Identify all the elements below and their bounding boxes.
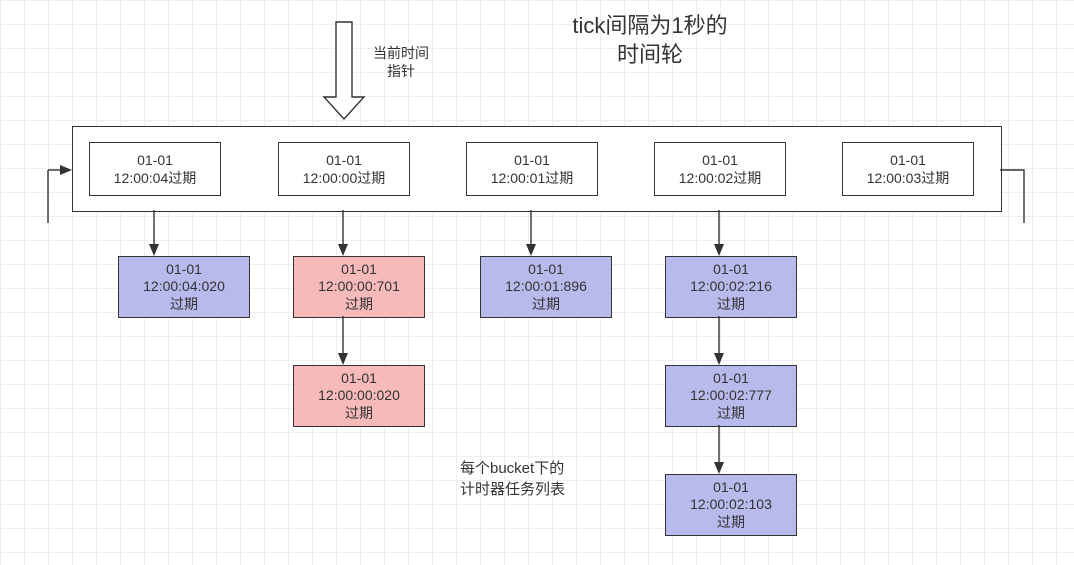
bucket-line2: 12:00:04过期 bbox=[90, 169, 220, 187]
task-line1: 01-01 bbox=[666, 479, 796, 497]
bucket-list-label-line2: 计时器任务列表 bbox=[460, 481, 565, 498]
task-box-col3-2: 01-0112:00:02:103过期 bbox=[665, 474, 797, 536]
bucket-line1: 01-01 bbox=[843, 151, 973, 169]
bucket-line2: 12:00:01过期 bbox=[467, 169, 597, 187]
task-box-col0-0: 01-0112:00:04:020过期 bbox=[118, 256, 250, 318]
current-time-pointer-label: 当前时间指针 bbox=[366, 44, 436, 80]
task-box-col3-0: 01-0112:00:02:216过期 bbox=[665, 256, 797, 318]
task-line3: 过期 bbox=[666, 514, 796, 532]
task-line1: 01-01 bbox=[294, 261, 424, 279]
bucket-line1: 01-01 bbox=[279, 151, 409, 169]
title-line1: tick间隔为1秒的 bbox=[572, 13, 727, 38]
task-line3: 过期 bbox=[666, 405, 796, 423]
task-line3: 过期 bbox=[119, 296, 249, 314]
title-line2: 时间轮 bbox=[617, 42, 683, 67]
task-line2: 12:00:00:020 bbox=[294, 387, 424, 405]
task-line2: 12:00:01:896 bbox=[481, 278, 611, 296]
task-line2: 12:00:02:103 bbox=[666, 496, 796, 514]
pointer-label-line2: 指针 bbox=[387, 63, 415, 79]
task-box-col3-1: 01-0112:00:02:777过期 bbox=[665, 365, 797, 427]
wheel-bucket-3: 01-0112:00:02过期 bbox=[654, 142, 786, 196]
bucket-line2: 12:00:02过期 bbox=[655, 169, 785, 187]
task-line1: 01-01 bbox=[666, 261, 796, 279]
wheel-bucket-0: 01-0112:00:04过期 bbox=[89, 142, 221, 196]
task-line3: 过期 bbox=[294, 296, 424, 314]
bucket-list-label-line1: 每个bucket下的 bbox=[460, 460, 564, 477]
wheel-bucket-1: 01-0112:00:00过期 bbox=[278, 142, 410, 196]
pointer-label-line1: 当前时间 bbox=[373, 45, 429, 61]
task-line1: 01-01 bbox=[294, 370, 424, 388]
bucket-line1: 01-01 bbox=[655, 151, 785, 169]
bucket-line2: 12:00:03过期 bbox=[843, 169, 973, 187]
task-box-col1-1: 01-0112:00:00:020过期 bbox=[293, 365, 425, 427]
task-line1: 01-01 bbox=[666, 370, 796, 388]
task-line1: 01-01 bbox=[481, 261, 611, 279]
task-line2: 12:00:00:701 bbox=[294, 278, 424, 296]
task-line2: 12:00:04:020 bbox=[119, 278, 249, 296]
bucket-line1: 01-01 bbox=[90, 151, 220, 169]
task-line3: 过期 bbox=[294, 405, 424, 423]
task-line3: 过期 bbox=[481, 296, 611, 314]
bucket-list-label: 每个bucket下的计时器任务列表 bbox=[460, 458, 620, 500]
wheel-bucket-4: 01-0112:00:03过期 bbox=[842, 142, 974, 196]
task-line2: 12:00:02:777 bbox=[666, 387, 796, 405]
wheel-bucket-2: 01-0112:00:01过期 bbox=[466, 142, 598, 196]
task-box-col1-0: 01-0112:00:00:701过期 bbox=[293, 256, 425, 318]
task-line1: 01-01 bbox=[119, 261, 249, 279]
task-line2: 12:00:02:216 bbox=[666, 278, 796, 296]
bucket-line2: 12:00:00过期 bbox=[279, 169, 409, 187]
task-box-col2-0: 01-0112:00:01:896过期 bbox=[480, 256, 612, 318]
diagram-stage: tick间隔为1秒的时间轮当前时间指针每个bucket下的计时器任务列表01-0… bbox=[0, 0, 1074, 565]
task-line3: 过期 bbox=[666, 296, 796, 314]
bucket-line1: 01-01 bbox=[467, 151, 597, 169]
diagram-title: tick间隔为1秒的时间轮 bbox=[520, 12, 780, 69]
